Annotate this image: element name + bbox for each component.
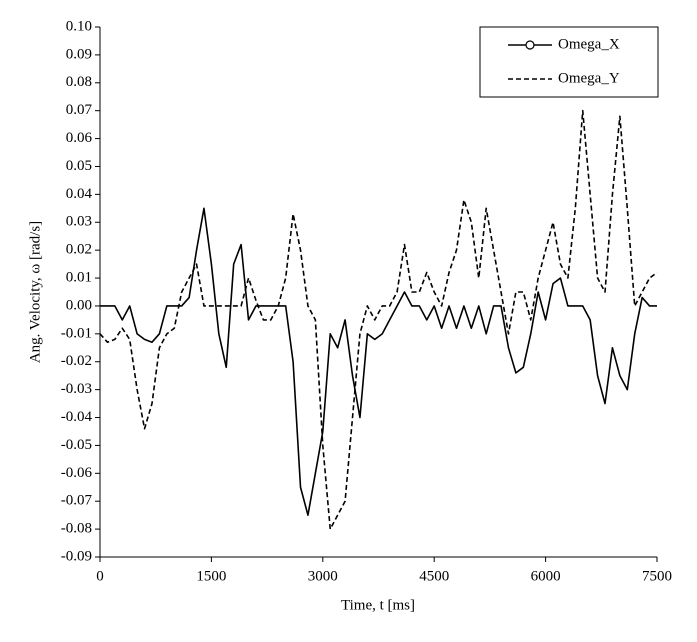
y-tick-label: -0.06 <box>61 465 93 481</box>
y-tick-label: 0.09 <box>66 46 92 62</box>
y-tick-label: 0.03 <box>66 214 92 230</box>
y-tick-label: 0.04 <box>66 186 93 202</box>
y-tick-label: 0.10 <box>66 18 92 34</box>
x-tick-label: 7500 <box>642 568 672 584</box>
y-tick-label: 0.07 <box>66 102 93 118</box>
y-tick-label: -0.01 <box>61 325 92 341</box>
x-tick-label: 4500 <box>419 568 449 584</box>
y-axis-label: Ang. Velocity, ω [rad/s] <box>27 221 43 363</box>
legend-marker <box>525 40 535 50</box>
series-line <box>99 109 658 530</box>
x-axis-label: Time, t [ms] <box>341 597 415 613</box>
y-tick-label: -0.09 <box>61 548 92 564</box>
legend-label: Omega_Y <box>558 70 620 86</box>
y-tick-label: 0.08 <box>66 74 92 90</box>
y-tick-label: 0.05 <box>66 158 92 174</box>
x-tick-label: 3000 <box>308 568 338 584</box>
y-tick-label: -0.07 <box>61 493 93 509</box>
series-line <box>100 207 657 516</box>
y-tick-label: 0.01 <box>66 269 92 285</box>
x-tick-label: 0 <box>96 568 104 584</box>
y-tick-label: 0.02 <box>66 242 92 258</box>
y-tick-label: -0.02 <box>61 353 92 369</box>
y-tick-label: -0.08 <box>61 521 92 537</box>
y-tick-label: -0.03 <box>61 381 92 397</box>
x-tick-label: 1500 <box>196 568 226 584</box>
legend-box <box>479 26 659 98</box>
x-tick-label: 6000 <box>531 568 561 584</box>
y-tick-label: 0.06 <box>66 130 93 146</box>
legend-label: Omega_X <box>558 36 620 52</box>
y-tick-label: -0.05 <box>61 437 92 453</box>
y-tick-label: -0.04 <box>61 409 93 425</box>
y-tick-label: 0.00 <box>66 297 92 313</box>
